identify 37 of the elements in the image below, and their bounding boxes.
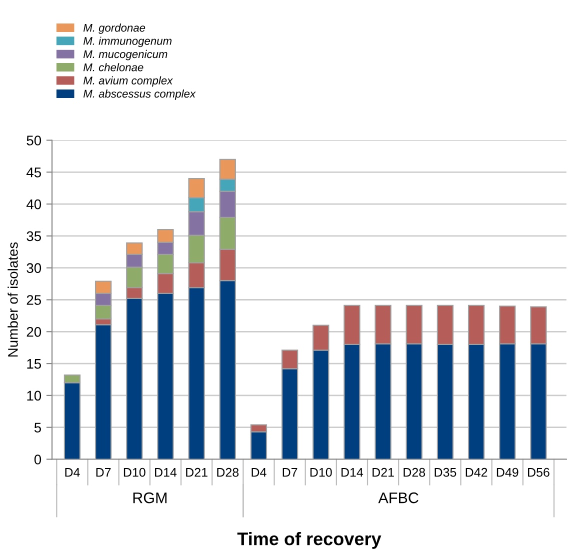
x-tick-label: D10 — [310, 468, 332, 477]
y-tick-label: 50 — [26, 136, 42, 146]
y-tick-label: 0 — [34, 454, 42, 464]
x-tick-label: D7 — [96, 468, 111, 477]
x-tick-label: D35 — [434, 468, 456, 477]
x-tick-label: D7 — [282, 468, 298, 477]
x-axis-title: Time of recovery — [237, 532, 382, 549]
x-tick-label: D28 — [404, 468, 426, 477]
y-tick-label: 30 — [26, 263, 42, 274]
x-tick-label: D14 — [155, 468, 177, 477]
x-tick-label: D4 — [65, 468, 80, 477]
x-tick-label: D28 — [217, 468, 239, 477]
x-tick-label: D56 — [528, 468, 550, 477]
y-tick-label: 15 — [27, 359, 42, 369]
y-tick-label: 35 — [26, 231, 42, 242]
legend-label: M. chelonae — [83, 63, 144, 72]
x-tick-label: D21 — [372, 468, 394, 477]
x-tick-label: D14 — [342, 468, 364, 477]
x-tick-label: D42 — [466, 468, 488, 477]
y-tick-label: 40 — [26, 199, 42, 210]
legend-label: M. mucogenicum — [83, 50, 168, 60]
text: AFBC — [378, 492, 418, 504]
legend-label: M. avium complex — [83, 76, 173, 87]
y-tick-label: 5 — [34, 422, 42, 433]
y-tick-label: 10 — [27, 390, 42, 401]
y-tick-label: 20 — [26, 326, 42, 337]
text: RGM — [133, 492, 166, 504]
y-tick-label: 45 — [26, 168, 42, 178]
x-tick-label: D4 — [252, 468, 266, 477]
y-tick-label: 25 — [26, 295, 42, 305]
legend-label: M. abscessus complex — [83, 90, 196, 100]
legend-label: M. gordonae — [83, 24, 146, 34]
x-tick-label: D21 — [186, 468, 208, 477]
y-axis-title: Number of isolates — [8, 242, 18, 356]
legend-label: M. immunogenum — [83, 36, 172, 48]
x-tick-label: D49 — [496, 468, 518, 477]
x-tick-label: D10 — [124, 468, 146, 477]
